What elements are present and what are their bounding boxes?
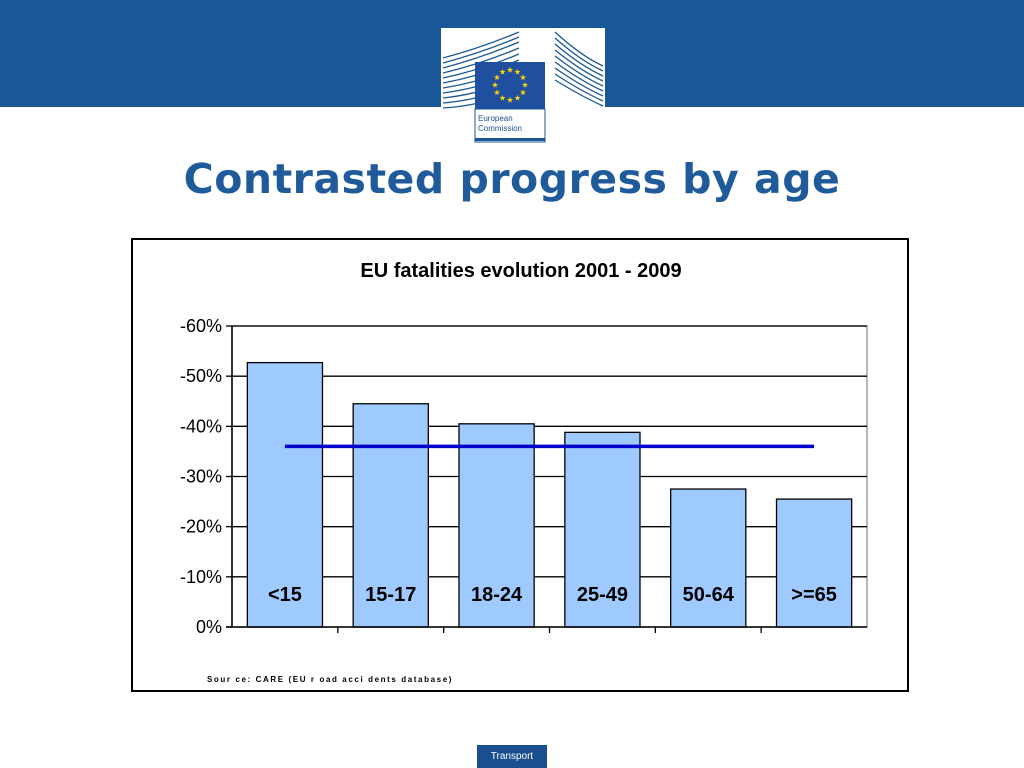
eu-star — [491, 81, 499, 88]
eu-star — [499, 94, 506, 101]
y-tick-label: -30% — [180, 467, 222, 487]
bar — [458, 423, 535, 628]
bar — [564, 431, 641, 628]
eu-star — [506, 66, 514, 73]
y-tick-label: 0% — [196, 617, 222, 637]
footer-transport-badge: Transport — [477, 745, 547, 768]
eu-star — [521, 81, 529, 88]
category-label: >=65 — [791, 584, 837, 606]
eu-star — [514, 68, 521, 75]
source-note: Sour ce: CARE (EU r oad acci dents datab… — [207, 675, 454, 684]
eu-star — [499, 68, 506, 75]
category-label: 50-64 — [683, 584, 735, 606]
category-label: <15 — [268, 584, 302, 606]
chart-frame: EU fatalities evolution 2001 - 2009 <15 1… — [131, 238, 909, 692]
logo-text-line2: Commission — [478, 124, 522, 133]
category-label: 25-49 — [577, 584, 628, 606]
bar-chart: EU fatalities evolution 2001 - 2009 <15 1… — [180, 260, 868, 637]
y-tick-label: -60% — [180, 316, 222, 336]
ec-logo-graphic: European Commission — [441, 28, 605, 144]
y-tick-label: -50% — [180, 366, 222, 386]
y-tick-label: -40% — [180, 416, 222, 436]
european-commission-logo: European Commission — [441, 28, 605, 144]
eu-star — [493, 74, 501, 81]
chart-title: EU fatalities evolution 2001 - 2009 — [360, 260, 681, 282]
category-label: 18-24 — [471, 584, 523, 606]
bar — [670, 488, 747, 628]
eu-star — [493, 89, 501, 96]
bar — [352, 403, 429, 628]
logo-text-line1: European — [478, 114, 513, 123]
slide-title: Contrasted progress by age — [183, 155, 841, 203]
y-tick-label: -20% — [180, 517, 222, 537]
eu-star — [506, 96, 514, 103]
eu-star — [519, 89, 527, 96]
category-label: 15-17 — [365, 584, 416, 606]
eu-stars-icon — [491, 66, 529, 103]
y-tick-label: -10% — [180, 567, 222, 587]
bar — [775, 498, 853, 628]
eu-star — [519, 74, 527, 81]
eu-star — [514, 94, 521, 101]
